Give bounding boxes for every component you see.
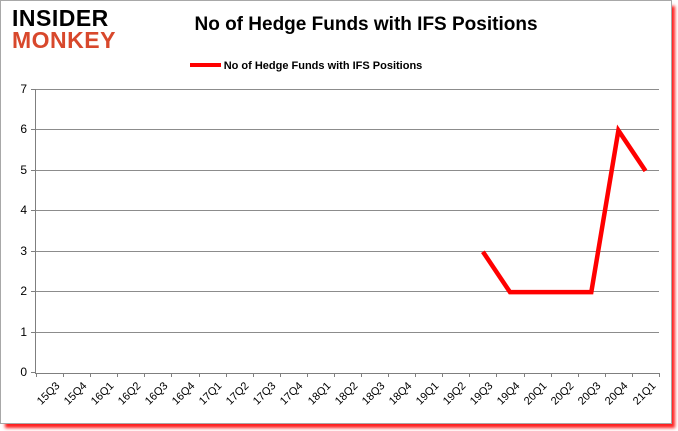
logo-text-monkey: MONKEY	[12, 26, 116, 53]
y-axis-label: 3	[20, 244, 27, 258]
x-axis-label: 15Q4	[61, 380, 90, 408]
y-axis-tick	[31, 251, 36, 252]
gridline	[36, 332, 659, 333]
x-axis-tick	[551, 373, 552, 377]
y-axis-tick	[31, 129, 36, 130]
x-axis-tick	[496, 373, 497, 377]
x-axis-label: 18Q2	[332, 380, 360, 408]
x-axis-label: 16Q3	[142, 380, 171, 408]
x-axis-label: 16Q2	[115, 380, 144, 408]
gridline	[36, 170, 659, 171]
x-axis-label: 20Q3	[576, 380, 604, 408]
y-axis-tick	[31, 89, 36, 90]
chart-title: No of Hedge Funds with IFS Positions	[194, 14, 538, 35]
x-axis-tick	[144, 373, 145, 377]
y-axis-label: 4	[20, 203, 27, 217]
x-axis-tick	[226, 373, 227, 377]
x-axis-tick	[199, 373, 200, 377]
y-axis-tick	[31, 332, 36, 333]
series-line	[481, 124, 648, 295]
x-axis-tick	[442, 373, 443, 377]
x-axis-label: 20Q4	[603, 380, 631, 408]
chart-image-frame: INSIDER MONKEY No of Hedge Funds with IF…	[0, 0, 672, 424]
x-axis-label: 19Q2	[440, 380, 469, 408]
x-axis-label: 19Q1	[413, 380, 442, 408]
x-axis-label: 19Q4	[494, 380, 523, 408]
legend: No of Hedge Funds with IFS Positions	[1, 57, 611, 75]
y-axis-label: 7	[20, 82, 27, 96]
x-axis-label: 18Q1	[305, 380, 333, 408]
y-axis-tick	[31, 170, 36, 171]
x-axis-tick	[334, 373, 335, 377]
x-axis-label: 20Q1	[522, 380, 550, 408]
gridline	[36, 129, 659, 130]
logo-text-insider: INSIDER	[12, 5, 109, 31]
x-axis-tick	[90, 373, 91, 377]
x-axis-label: 15Q3	[34, 380, 63, 408]
x-axis-tick	[605, 373, 606, 377]
x-axis-tick	[280, 373, 281, 377]
x-axis-tick	[36, 373, 37, 377]
x-axis-label: 16Q4	[169, 380, 198, 408]
x-axis-tick	[632, 373, 633, 377]
x-axis-label: 17Q4	[278, 380, 306, 408]
legend-line-swatch	[189, 62, 221, 67]
x-axis-label: 17Q2	[224, 380, 252, 408]
gridline	[36, 210, 659, 211]
x-axis-tick	[117, 373, 118, 377]
gridline	[36, 89, 659, 90]
y-axis-label: 6	[20, 122, 27, 136]
x-axis-tick	[415, 373, 416, 377]
x-axis-label: 16Q1	[88, 380, 117, 408]
y-axis-label: 0	[20, 365, 27, 379]
x-axis-tick	[524, 373, 525, 377]
x-axis-tick	[388, 373, 389, 377]
x-axis-tick	[659, 373, 660, 377]
x-axis-tick	[361, 373, 362, 377]
x-axis-tick	[171, 373, 172, 377]
x-axis-tick	[253, 373, 254, 377]
x-axis-label: 17Q3	[251, 380, 279, 408]
x-axis-label: 21Q1	[630, 380, 658, 408]
x-axis-tick	[469, 373, 470, 377]
x-axis-label: 18Q4	[386, 380, 415, 408]
insider-monkey-logo: INSIDER MONKEY	[12, 5, 116, 53]
plot-area: 0 1 2 3 4 5 6 7 15Q3 15Q4 16Q1 16Q2 16Q3 16Q4 17Q1 17Q2…	[20, 82, 660, 408]
gridline	[36, 291, 659, 292]
x-axis-label: 17Q1	[197, 380, 225, 408]
y-axis-tick	[31, 372, 36, 373]
x-axis-label: 20Q2	[549, 380, 577, 408]
x-axis-label: 18Q3	[359, 380, 388, 408]
y-axis-label: 1	[20, 325, 27, 339]
x-axis-label: 19Q3	[467, 380, 496, 408]
x-axis-tick	[307, 373, 308, 377]
y-axis-tick	[31, 291, 36, 292]
y-axis-label: 5	[20, 163, 27, 177]
gridline	[36, 251, 659, 252]
y-axis-label: 2	[20, 284, 27, 298]
x-axis-tick	[63, 373, 64, 377]
legend-label: No of Hedge Funds with IFS Positions	[223, 59, 423, 72]
line-series	[481, 124, 648, 295]
x-axis-tick	[578, 373, 579, 377]
y-axis-tick	[31, 210, 36, 211]
